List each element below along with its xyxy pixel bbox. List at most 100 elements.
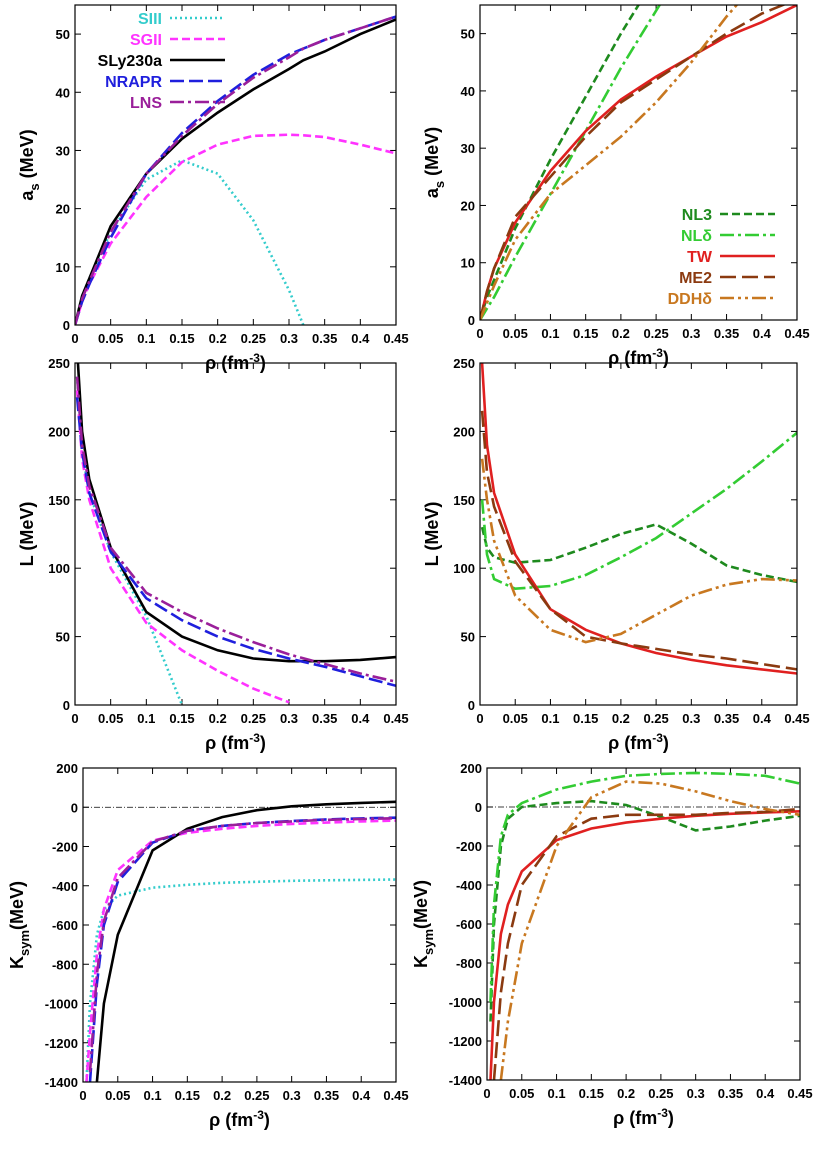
y-tick-label: 50 xyxy=(56,630,70,645)
y-tick-label: 0 xyxy=(468,698,475,713)
x-tick-label: 0.2 xyxy=(209,711,227,726)
x-tick-label: 0.1 xyxy=(144,1088,162,1103)
series-line xyxy=(480,5,797,320)
series-line xyxy=(76,363,396,663)
y-tick-label: 10 xyxy=(461,256,475,271)
series-line xyxy=(75,376,396,683)
series-line xyxy=(480,410,797,671)
x-tick-label: 0.2 xyxy=(209,331,227,346)
x-tick-label: 0.05 xyxy=(98,711,123,726)
x-axis-label: ρ (fm-3) xyxy=(205,731,266,753)
x-tick-label: 0.25 xyxy=(244,1088,269,1103)
x-tick-label: 0.3 xyxy=(682,711,700,726)
x-tick-label: 0.25 xyxy=(643,711,668,726)
series-line xyxy=(75,18,396,325)
series-line xyxy=(480,431,797,591)
y-axis-label-part: L (MeV) xyxy=(422,502,442,567)
x-axis-label-part: -3 xyxy=(657,1106,668,1120)
x-tick-label: 0.45 xyxy=(787,1086,812,1101)
x-tick-label: 0.4 xyxy=(753,326,772,341)
y-tick-label: -600 xyxy=(456,917,482,932)
x-tick-label: 0.45 xyxy=(784,711,809,726)
x-axis-label: ρ (fm-3) xyxy=(608,346,669,368)
y-tick-label: -400 xyxy=(456,878,482,893)
x-tick-label: 0.2 xyxy=(617,1086,635,1101)
x-tick-label: 0 xyxy=(476,711,483,726)
x-tick-label: 0.25 xyxy=(643,326,668,341)
panel: 0 0.05 0.1 0.15 0.2 0.25 0.3 0.35 0.4 0.45 -1400 -1… xyxy=(411,761,813,1128)
x-tick-label: 0.25 xyxy=(241,711,266,726)
x-axis-label-part: ρ (fm xyxy=(209,1110,253,1130)
y-tick-label: 0 xyxy=(468,313,475,328)
series-line xyxy=(480,5,787,320)
y-tick-label: -200 xyxy=(52,840,78,855)
x-tick-label: 0.45 xyxy=(383,331,408,346)
x-axis-label: ρ (fm-3) xyxy=(613,1106,674,1128)
y-axis-label-part: (MeV) xyxy=(422,127,442,181)
y-tick-label: -1000 xyxy=(449,995,482,1010)
series-line xyxy=(480,523,797,584)
y-axis-label-part: sym xyxy=(17,930,32,956)
x-tick-label: 0.15 xyxy=(169,331,194,346)
y-tick-label: 200 xyxy=(453,424,475,439)
y-tick-label: 40 xyxy=(461,84,475,99)
x-tick-label: 0.4 xyxy=(756,1086,775,1101)
x-tick-label: 0.2 xyxy=(612,326,630,341)
y-axis-label-part: (MeV) xyxy=(7,881,27,930)
y-axis-label: Ksym(MeV) xyxy=(411,880,436,968)
x-tick-label: 0.05 xyxy=(503,711,528,726)
series-line xyxy=(95,800,396,1082)
series-line xyxy=(492,807,800,1080)
legend-label: NL3 xyxy=(682,207,712,224)
x-tick-label: 0.3 xyxy=(283,1088,301,1103)
x-tick-label: 0.4 xyxy=(352,1088,371,1103)
x-axis-label-part: ρ (fm xyxy=(613,1108,657,1128)
y-tick-label: 50 xyxy=(461,27,475,42)
plot-frame xyxy=(479,362,798,706)
x-tick-label: 0.05 xyxy=(509,1086,534,1101)
series-line xyxy=(489,810,800,1080)
y-axis-label-part: (MeV) xyxy=(411,880,431,929)
y-axis-label-part: (MeV) xyxy=(17,129,37,183)
x-tick-label: 0.25 xyxy=(648,1086,673,1101)
x-tick-label: 0.1 xyxy=(541,326,559,341)
x-axis-label: ρ (fm-3) xyxy=(205,351,266,373)
x-tick-label: 0.4 xyxy=(351,331,370,346)
x-axis-label-part: ρ (fm xyxy=(608,348,652,368)
x-tick-label: 0.3 xyxy=(682,326,700,341)
y-axis-label-part: sym xyxy=(421,929,436,955)
x-axis-label-part: ρ (fm xyxy=(205,733,249,753)
x-tick-label: 0.35 xyxy=(312,711,337,726)
y-axis-label-part: L (MeV) xyxy=(17,502,37,567)
x-tick-label: 0.4 xyxy=(351,711,370,726)
x-axis-label-part: -3 xyxy=(249,351,260,365)
x-tick-label: 0 xyxy=(79,1088,86,1103)
series-line xyxy=(480,5,641,320)
plot-frame xyxy=(74,362,397,706)
y-tick-label: -600 xyxy=(52,918,78,933)
x-tick-label: 0.05 xyxy=(105,1088,130,1103)
y-axis-label: L (MeV) xyxy=(17,502,37,567)
x-tick-label: 0.35 xyxy=(718,1086,743,1101)
x-tick-label: 0.15 xyxy=(579,1086,604,1101)
series-line xyxy=(88,816,396,1073)
y-axis-label-part: s xyxy=(432,181,447,188)
x-tick-label: 0.35 xyxy=(714,711,739,726)
y-axis-label-part: a xyxy=(422,187,442,198)
series-line xyxy=(489,799,800,1022)
x-tick-label: 0 xyxy=(71,711,78,726)
x-tick-label: 0.25 xyxy=(241,331,266,346)
y-tick-label: 200 xyxy=(56,761,78,776)
x-axis-label: ρ (fm-3) xyxy=(209,1108,270,1130)
plot-frame xyxy=(82,767,397,1083)
plot-frame xyxy=(486,767,801,1081)
y-tick-label: -200 xyxy=(456,839,482,854)
x-axis-label-part: ) xyxy=(260,733,266,753)
y-tick-label: 20 xyxy=(56,202,70,217)
panel: 0 0.05 0.1 0.15 0.2 0.25 0.3 0.35 0.4 0.45 0 10 20 30… xyxy=(422,4,810,368)
x-tick-label: 0.3 xyxy=(280,711,298,726)
y-tick-label: -800 xyxy=(456,956,482,971)
y-tick-label: -1000 xyxy=(45,997,78,1012)
legend-label: LNS xyxy=(130,95,162,112)
